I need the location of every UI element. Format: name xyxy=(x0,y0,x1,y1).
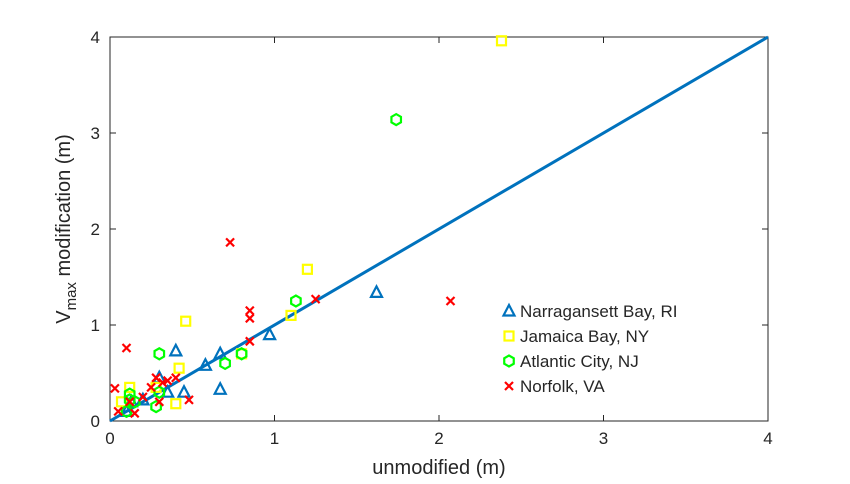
legend-item-narragansett: Narragansett Bay, RI xyxy=(501,302,677,321)
legend-label-narragansett: Narragansett Bay, RI xyxy=(520,302,677,321)
legend-item-jamaica: Jamaica Bay, NY xyxy=(503,327,649,346)
data-point-triangle xyxy=(198,356,213,371)
legend-marker-x xyxy=(504,381,514,391)
legend-marker-square xyxy=(503,330,515,342)
legend: Narragansett Bay, RI Jamaica Bay, NY Atl… xyxy=(501,302,677,396)
legend-marker-hexagon xyxy=(503,354,515,368)
data-point-triangle xyxy=(168,342,184,357)
x-tick-label: 4 xyxy=(763,429,772,448)
legend-item-atlantic-city: Atlantic City, NJ xyxy=(503,352,639,371)
legend-symbol-triangle xyxy=(501,302,517,317)
data-point-x xyxy=(162,375,173,386)
x-axis-ticks: 0 1 2 3 4 xyxy=(105,37,773,448)
data-point-square xyxy=(180,315,192,327)
x-tick-label: 3 xyxy=(599,429,608,448)
y-tick-label: 2 xyxy=(91,220,100,239)
data-point-hexagon xyxy=(290,294,302,308)
data-point-hexagon xyxy=(219,356,231,371)
data-point-x xyxy=(245,305,255,316)
y-tick-label: 3 xyxy=(91,124,100,143)
y-axis-label-sub: max xyxy=(63,282,80,311)
y-axis-ticks: 0 1 2 3 4 xyxy=(91,28,768,431)
y-tick-label: 1 xyxy=(91,316,100,335)
data-point-x xyxy=(110,383,120,394)
y-axis-label-rest: modification (m) xyxy=(53,134,75,282)
legend-label-norfolk: Norfolk, VA xyxy=(520,377,605,396)
legend-symbol-x xyxy=(504,381,514,391)
data-point-square xyxy=(285,309,297,321)
reference-line xyxy=(109,35,769,423)
x-axis-label: unmodified (m) xyxy=(372,457,505,479)
y-axis-label-main: V xyxy=(53,310,75,324)
y-tick-label: 4 xyxy=(91,28,100,47)
data-point-x xyxy=(129,408,140,419)
data-point-x xyxy=(245,336,255,347)
y-axis-label: Vmax modification (m) xyxy=(53,134,80,324)
data-markers xyxy=(110,35,508,419)
x-tick-label: 2 xyxy=(434,429,443,448)
data-point-triangle xyxy=(176,383,192,398)
data-point-triangle xyxy=(212,345,228,360)
data-point-x xyxy=(245,313,255,324)
legend-item-norfolk: Norfolk, VA xyxy=(504,377,605,396)
plot-area: 0 1 2 3 4 0 1 2 3 4 xyxy=(91,28,773,448)
data-point-square xyxy=(170,398,182,410)
data-point-triangle xyxy=(369,284,384,298)
data-point-x xyxy=(113,406,123,417)
data-point-x xyxy=(225,237,235,248)
data-point-hexagon xyxy=(390,112,403,127)
data-point-x xyxy=(154,397,165,407)
data-point-x xyxy=(445,296,456,306)
data-point-hexagon xyxy=(153,347,166,361)
data-point-x xyxy=(121,343,132,353)
y-tick-label: 0 xyxy=(91,412,100,431)
data-point-x xyxy=(171,373,181,383)
data-point-triangle xyxy=(212,380,228,395)
legend-label-jamaica: Jamaica Bay, NY xyxy=(520,327,649,346)
data-point-triangle xyxy=(262,326,277,341)
data-point-x xyxy=(151,373,161,383)
data-point-hexagon xyxy=(235,347,248,361)
data-point-square xyxy=(124,381,136,393)
data-point-x xyxy=(310,294,321,304)
data-point-x xyxy=(184,395,194,405)
legend-label-atlantic-city: Atlantic City, NJ xyxy=(520,352,639,371)
x-tick-label: 0 xyxy=(105,429,114,448)
data-point-x xyxy=(124,397,135,407)
legend-marker-triangle xyxy=(501,302,517,317)
data-point-square xyxy=(173,362,185,374)
data-point-x xyxy=(138,392,148,402)
data-point-x xyxy=(157,377,168,388)
x-tick-label: 1 xyxy=(270,429,279,448)
legend-symbol-hexagon xyxy=(503,354,515,368)
legend-symbol-square xyxy=(503,330,515,342)
data-point-square xyxy=(495,35,508,47)
data-point-square xyxy=(301,263,313,275)
data-point-x xyxy=(146,382,156,393)
